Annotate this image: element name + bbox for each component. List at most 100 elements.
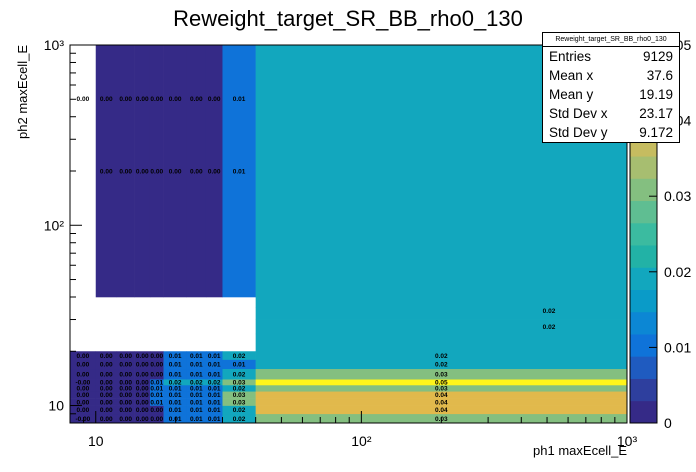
heatmap-cell xyxy=(222,413,256,424)
cell-value-label: 0.01 xyxy=(208,386,221,393)
cell-value-label: 0.00 xyxy=(136,362,149,369)
cell-value-label: 0.00 xyxy=(169,169,182,176)
stats-value: 19.19 xyxy=(639,87,673,102)
heatmap-cell xyxy=(149,398,164,406)
cell-value-label: 0.00 xyxy=(100,407,113,414)
cell-value-label: 0.00 xyxy=(136,96,149,103)
cell-value-label: 0.03 xyxy=(233,380,246,387)
heatmap-cell xyxy=(70,368,97,380)
stats-value: 37.6 xyxy=(646,68,673,83)
heatmap-cell xyxy=(186,391,207,399)
heatmap-cell xyxy=(149,359,164,370)
stats-row-entries: Entries 9129 xyxy=(543,47,679,66)
cell-value-label: -0.00 xyxy=(75,380,90,387)
palette-swatch xyxy=(630,245,657,268)
heatmap-cell xyxy=(95,379,118,386)
palette-swatch xyxy=(630,356,657,379)
heatmap-cell xyxy=(134,384,151,392)
heatmap-cell xyxy=(70,351,97,360)
palette-swatch xyxy=(630,400,657,424)
cell-value-label: 0.00 xyxy=(150,353,163,360)
cell-value-label: 0.00 xyxy=(100,380,113,387)
cell-value-label: 0.00 xyxy=(208,96,221,103)
cell-value-label: 0.01 xyxy=(208,407,221,414)
cell-value-label: 0.03 xyxy=(435,386,448,393)
heatmap-cell xyxy=(205,391,223,399)
heatmap-cell xyxy=(116,351,135,360)
heatmap-cell xyxy=(205,384,223,392)
heatmap-cell xyxy=(149,351,164,360)
palette-swatch xyxy=(630,156,657,179)
heatmap-cell xyxy=(186,379,207,386)
cell-value-label: 0.01 xyxy=(233,169,246,176)
heatmap-cell xyxy=(70,384,97,392)
heatmap-cell xyxy=(222,398,256,406)
heatmap-cell xyxy=(149,384,164,392)
cell-value-label: 0.01 xyxy=(208,371,221,378)
heatmap-cell xyxy=(134,45,151,298)
heatmap-cell xyxy=(205,413,223,424)
cell-value-label: 0.00 xyxy=(119,399,132,406)
cell-value-label: 0.00 xyxy=(100,392,113,399)
heatmap-cell xyxy=(70,391,97,399)
heatmap-cell xyxy=(186,45,207,298)
cell-value-label: 0.01 xyxy=(169,386,182,393)
stats-box: Reweight_target_SR_BB_rho0_130 Entries 91… xyxy=(542,32,680,143)
cell-value-label: 0.01 xyxy=(169,399,182,406)
heatmap-cell xyxy=(134,368,151,380)
heatmap-cell xyxy=(205,351,223,360)
heatmap-cells xyxy=(70,45,628,424)
palette-swatch xyxy=(630,200,657,224)
heatmap-cell xyxy=(222,405,256,415)
cell-value-label: 0.02 xyxy=(543,308,556,315)
z-tick-label: 0 xyxy=(664,415,672,431)
palette-swatch xyxy=(630,378,657,402)
cell-value-label: 0.00 xyxy=(150,407,163,414)
chart-title: Reweight_target_SR_BB_rho0_130 xyxy=(173,6,523,31)
heatmap-cell xyxy=(70,405,97,415)
cell-value-label: 0.01 xyxy=(190,353,203,360)
cell-value-label: 0.00 xyxy=(77,386,90,393)
cell-value-label: 0.05 xyxy=(435,380,448,387)
cell-value-label: 0.01 xyxy=(208,392,221,399)
heatmap-cell xyxy=(116,384,135,392)
heatmap-cell xyxy=(255,351,628,360)
cell-value-label: 0.01 xyxy=(208,416,221,423)
heatmap-cell xyxy=(149,413,164,424)
heatmap-cell xyxy=(149,368,164,380)
cell-value-label: 0.04 xyxy=(435,399,448,406)
cell-value-label: 0.01 xyxy=(169,371,182,378)
cell-value-label: 0.00 xyxy=(77,392,90,399)
heatmap-cell xyxy=(186,405,207,415)
heatmap-cell xyxy=(186,398,207,406)
z-tick-label: 0.02 xyxy=(664,264,691,280)
cell-value-label: 0.01 xyxy=(169,353,182,360)
cell-value-label: 0.00 xyxy=(100,399,113,406)
palette-swatch xyxy=(630,289,657,313)
cell-value-label: 0.02 xyxy=(435,362,448,369)
heatmap-cell xyxy=(163,45,187,298)
heatmap-cell xyxy=(255,398,628,406)
x-tick-label: 10² xyxy=(351,433,372,449)
heatmap-cell xyxy=(255,368,628,380)
heatmap-cell xyxy=(149,45,164,298)
cell-value-label: 0.00 xyxy=(100,353,113,360)
heatmap-cell xyxy=(222,45,256,298)
y-tick-label: 10 xyxy=(48,398,64,414)
heatmap-cell xyxy=(116,391,135,399)
heatmap-cell xyxy=(70,413,97,424)
y-tick-label: 10³ xyxy=(44,37,65,53)
heatmap-cell xyxy=(70,379,97,386)
heatmap-cell xyxy=(255,384,628,392)
cell-value-label: 0.00 xyxy=(208,169,221,176)
heatmap-cell xyxy=(116,413,135,424)
heatmap-cell xyxy=(163,398,187,406)
cell-value-label: 0.01 xyxy=(190,416,203,423)
heatmap-cell xyxy=(134,351,151,360)
palette-swatch xyxy=(630,311,657,335)
cell-value-label: 0.00 xyxy=(100,362,113,369)
cell-value-label: 0.04 xyxy=(435,392,448,399)
stats-label: Entries xyxy=(549,49,592,64)
cell-value-label: 0.00 xyxy=(77,96,90,103)
